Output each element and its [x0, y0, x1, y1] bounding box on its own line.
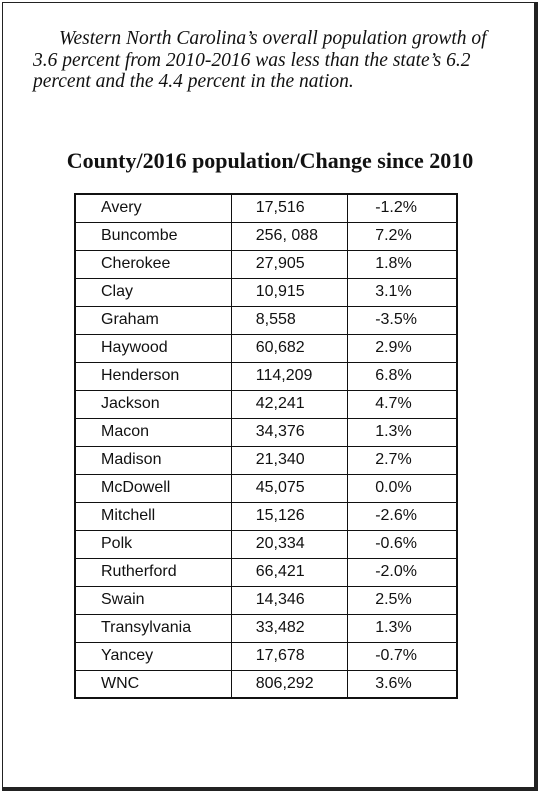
change-cell: 1.3% — [347, 613, 458, 643]
table-heading: County/2016 population/Change since 2010 — [66, 148, 474, 173]
change-cell: 2.7% — [347, 445, 458, 475]
change-cell: 4.7% — [347, 389, 458, 419]
table-row: Transylvania 33,482 1.3% — [74, 613, 458, 643]
population-cell: 8,558 — [230, 305, 349, 335]
table-row: Rutherford 66,421 -2.0% — [74, 557, 458, 587]
change-cell: -2.0% — [347, 557, 458, 587]
county-cell: Henderson — [74, 361, 232, 391]
change-cell: 2.5% — [347, 585, 458, 615]
county-cell: WNC — [74, 669, 232, 699]
table-row: Buncombe 256, 088 7.2% — [74, 221, 458, 251]
county-cell: Graham — [74, 305, 232, 335]
county-cell: McDowell — [74, 473, 232, 503]
change-cell: 6.8% — [347, 361, 458, 391]
county-cell: Buncombe — [74, 221, 232, 251]
population-cell: 15,126 — [230, 501, 349, 531]
table-row: Jackson 42,241 4.7% — [74, 389, 458, 419]
table-row: Graham 8,558 -3.5% — [74, 305, 458, 335]
population-table-body: Avery 17,516 -1.2% Buncombe 256, 088 7.2% Cher… — [74, 193, 458, 699]
change-cell: 1.3% — [347, 417, 458, 447]
population-table: Avery 17,516 -1.2% Buncombe 256, 088 7.2% Cher… — [74, 193, 458, 699]
table-row: Clay 10,915 3.1% — [74, 277, 458, 307]
county-cell: Rutherford — [74, 557, 232, 587]
table-row: WNC 806,292 3.6% — [74, 669, 458, 699]
county-cell: Macon — [74, 417, 232, 447]
table-row: Mitchell 15,126 -2.6% — [74, 501, 458, 531]
table-row: Yancey 17,678 -0.7% — [74, 641, 458, 671]
population-cell: 256, 088 — [230, 221, 349, 251]
county-cell: Transylvania — [74, 613, 232, 643]
population-cell: 45,075 — [230, 473, 349, 503]
population-cell: 33,482 — [230, 613, 349, 643]
county-cell: Avery — [74, 193, 232, 223]
population-cell: 34,376 — [230, 417, 349, 447]
change-cell: -2.6% — [347, 501, 458, 531]
population-cell: 14,346 — [230, 585, 349, 615]
population-cell: 27,905 — [230, 249, 349, 279]
table-row: Haywood 60,682 2.9% — [74, 333, 458, 363]
change-cell: 2.9% — [347, 333, 458, 363]
population-cell: 114,209 — [230, 361, 349, 391]
county-cell: Madison — [74, 445, 232, 475]
county-cell: Yancey — [74, 641, 232, 671]
change-cell: -0.6% — [347, 529, 458, 559]
change-cell: -3.5% — [347, 305, 458, 335]
table-row: Avery 17,516 -1.2% — [74, 193, 458, 223]
table-row: Swain 14,346 2.5% — [74, 585, 458, 615]
change-cell: 1.8% — [347, 249, 458, 279]
population-cell: 17,678 — [230, 641, 349, 671]
population-cell: 60,682 — [230, 333, 349, 363]
population-cell: 17,516 — [230, 193, 349, 223]
county-cell: Polk — [74, 529, 232, 559]
county-cell: Haywood — [74, 333, 232, 363]
county-cell: Mitchell — [74, 501, 232, 531]
intro-paragraph: Western North Carolina’s overall populat… — [33, 28, 487, 92]
population-cell: 20,334 — [230, 529, 349, 559]
population-cell: 42,241 — [230, 389, 349, 419]
change-cell: 3.6% — [347, 669, 458, 699]
change-cell: 0.0% — [347, 473, 458, 503]
change-cell: -0.7% — [347, 641, 458, 671]
population-cell: 66,421 — [230, 557, 349, 587]
county-cell: Swain — [74, 585, 232, 615]
population-cell: 21,340 — [230, 445, 349, 475]
county-cell: Jackson — [74, 389, 232, 419]
table-row: Cherokee 27,905 1.8% — [74, 249, 458, 279]
county-cell: Clay — [74, 277, 232, 307]
table-row: Madison 21,340 2.7% — [74, 445, 458, 475]
change-cell: 3.1% — [347, 277, 458, 307]
population-cell: 10,915 — [230, 277, 349, 307]
table-row: Henderson 114,209 6.8% — [74, 361, 458, 391]
table-row: Macon 34,376 1.3% — [74, 417, 458, 447]
population-cell: 806,292 — [230, 669, 349, 699]
change-cell: 7.2% — [347, 221, 458, 251]
table-row: McDowell 45,075 0.0% — [74, 473, 458, 503]
change-cell: -1.2% — [347, 193, 458, 223]
county-cell: Cherokee — [74, 249, 232, 279]
table-row: Polk 20,334 -0.6% — [74, 529, 458, 559]
